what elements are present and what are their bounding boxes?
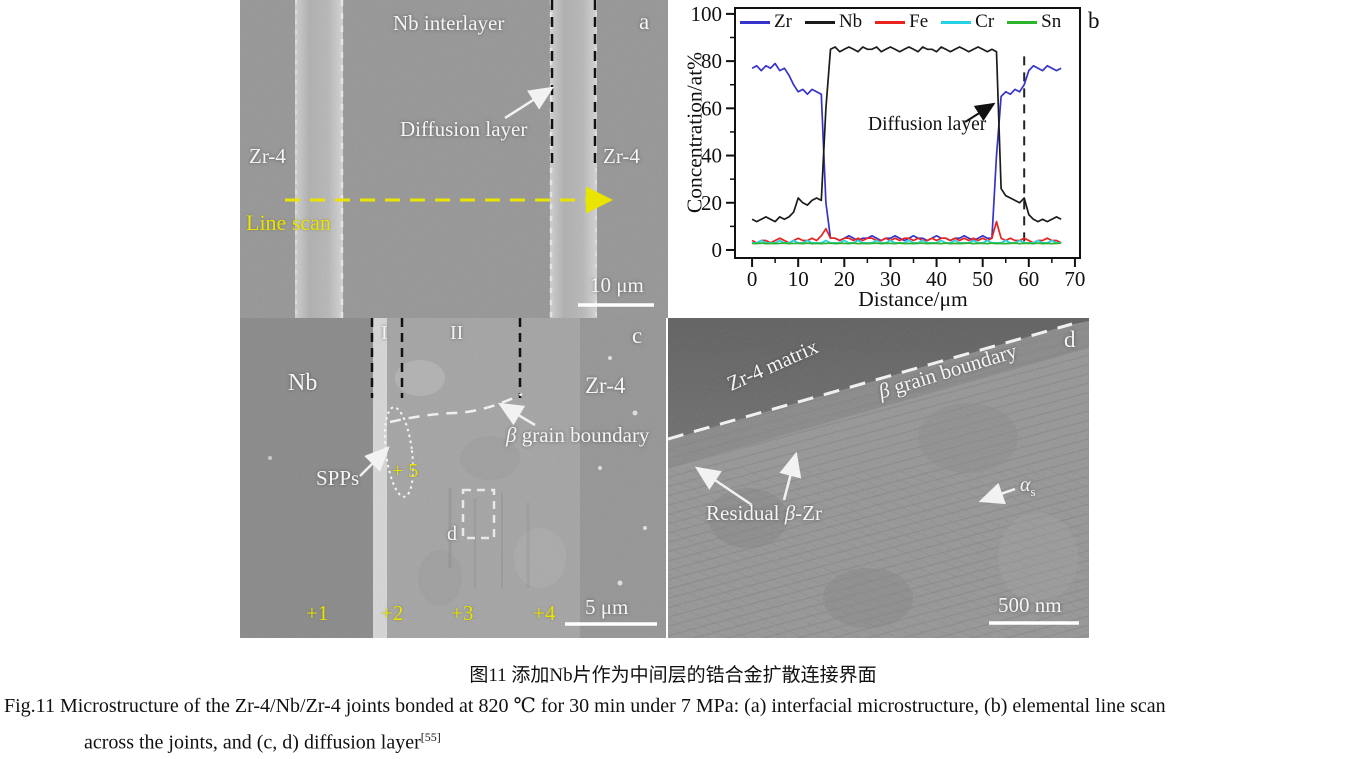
beta-grain-boundary-label: β grain boundary	[506, 423, 650, 447]
sem-noise	[240, 0, 668, 318]
svg-text:40: 40	[926, 267, 947, 291]
panel-d-letter: d	[1064, 327, 1076, 352]
region-ii-label: II	[450, 322, 464, 344]
svg-text:20: 20	[701, 191, 722, 215]
svg-text:80: 80	[701, 49, 722, 73]
scale-bar-label-d: 500 nm	[998, 593, 1062, 617]
spps-arrow	[359, 446, 390, 477]
alpha-s-label: αs	[1020, 474, 1036, 499]
legend-swatch-Cr	[941, 20, 972, 24]
panel-a-graphics	[240, 0, 668, 318]
svg-text:100: 100	[691, 2, 723, 26]
residual-beta-zr-label: Residual β-Zr	[706, 501, 823, 525]
region-i-label: I	[381, 322, 388, 344]
chart-xlabel: Distance/μm	[858, 287, 968, 311]
legend-item-Zr: Zr	[740, 11, 792, 33]
chart-ylabel: Concentration/at%	[682, 51, 707, 214]
panel-c-sem-image: I II c Nb Zr-4 β grain boundary SPPs + 5…	[240, 318, 666, 638]
line-scan-label: Line scan	[246, 210, 331, 235]
svg-text:0: 0	[747, 267, 758, 291]
y-axis-ticks: 0 20 40 60 80 100	[691, 2, 735, 262]
panel-a-sem-image: Nb interlayer a Diffusion layer Zr-4 Zr-…	[240, 0, 668, 318]
point-marker-2: +2	[381, 601, 404, 625]
chart-canvas: 0 10 20 30 40 50 60 70 0 20 40 60 80 100	[691, 2, 1086, 291]
diffusion-layer-label: Diffusion layer	[400, 117, 528, 141]
caption-english-line2: across the joints, and (c, d) diffusion …	[84, 730, 441, 754]
grain-boundary-trace	[389, 392, 523, 424]
legend-swatch-Nb	[804, 20, 835, 24]
svg-text:60: 60	[701, 96, 722, 120]
d-region-dashed-box	[461, 488, 496, 540]
residual-arrow-1	[694, 466, 753, 507]
panel-a-letter: a	[639, 9, 650, 34]
nb-interlayer-label: Nb interlayer	[393, 11, 505, 35]
svg-text:50: 50	[972, 267, 993, 291]
legend-label-Fe: Fe	[909, 11, 929, 32]
zr4-label: Zr-4	[585, 373, 626, 398]
annotation-arrow	[964, 102, 996, 123]
diffusion-layer-arrow	[504, 86, 555, 120]
x-axis-ticks: 0 10 20 30 40 50 60 70	[747, 258, 1085, 291]
spps-dotted-ellipse	[383, 406, 415, 498]
panel-b-line-scan-chart: 0 10 20 30 40 50 60 70 0 20 40 60 80 100 Zr Nb Fe Cr Sn D…	[680, 0, 1130, 318]
legend-item-Sn: Sn	[1007, 11, 1061, 33]
chart-diffusion-annotation: Diffusion layer	[868, 114, 987, 135]
legend-swatch-Zr	[740, 20, 770, 24]
caption-english-line1: Fig.11 Microstructure of the Zr-4/Nb/Zr-…	[4, 695, 1166, 717]
nb-label: Nb	[288, 370, 318, 396]
series-Fe	[751, 220, 1062, 244]
svg-text:20: 20	[834, 267, 855, 291]
zr4-right-label: Zr-4	[603, 144, 640, 168]
legend-item-Nb: Nb	[804, 11, 863, 33]
point-marker-5: + 5	[392, 460, 419, 482]
svg-text:10: 10	[788, 267, 809, 291]
point-marker-1: +1	[306, 601, 329, 625]
series-Nb	[751, 46, 1062, 223]
svg-text:30: 30	[880, 267, 901, 291]
series-Sn	[752, 242, 1062, 245]
point-marker-3: +3	[451, 601, 474, 625]
residual-arrow-2	[779, 451, 802, 501]
panel-d-sem-image: Zr-4 matrix β grain boundary d Residual …	[668, 318, 1089, 638]
reference-superscript: [55]	[420, 730, 441, 744]
series-Cr	[752, 239, 1062, 244]
d-box-label: d	[447, 523, 457, 545]
spps-label: SPPs	[316, 466, 360, 490]
panel-c-graphics	[240, 318, 666, 638]
point-marker-4: +4	[533, 601, 556, 625]
legend-swatch-Sn	[1007, 20, 1038, 24]
legend-swatch-Fe	[875, 20, 906, 24]
svg-text:0: 0	[712, 238, 723, 262]
svg-text:70: 70	[1064, 267, 1085, 291]
legend-label-Sn: Sn	[1041, 11, 1062, 32]
panel-c-letter: c	[632, 323, 643, 348]
legend-item-Fe: Fe	[875, 11, 928, 33]
svg-text:40: 40	[701, 144, 722, 168]
legend-label-Cr: Cr	[975, 11, 995, 32]
legend-item-Cr: Cr	[941, 11, 994, 33]
scale-bar-label-c: 5 μm	[585, 595, 629, 619]
panel-b-letter: b	[1088, 8, 1100, 33]
scale-bar-label-a: 10 μm	[590, 273, 644, 297]
svg-text:60: 60	[1018, 267, 1039, 291]
plot-border	[734, 7, 1081, 259]
series-Zr	[751, 62, 1062, 242]
zr4-left-label: Zr-4	[249, 144, 286, 168]
chart-legend: Zr Nb Fe Cr Sn	[740, 11, 1061, 33]
alpha-arrow	[978, 482, 1016, 505]
caption-chinese: 图11 添加Nb片作为中间层的锆合金扩散连接界面	[469, 665, 877, 686]
beta-gb-arrow	[497, 402, 536, 427]
legend-label-Zr: Zr	[774, 11, 792, 32]
panel-d-graphics	[668, 318, 1089, 638]
legend-label-Nb: Nb	[838, 11, 863, 32]
